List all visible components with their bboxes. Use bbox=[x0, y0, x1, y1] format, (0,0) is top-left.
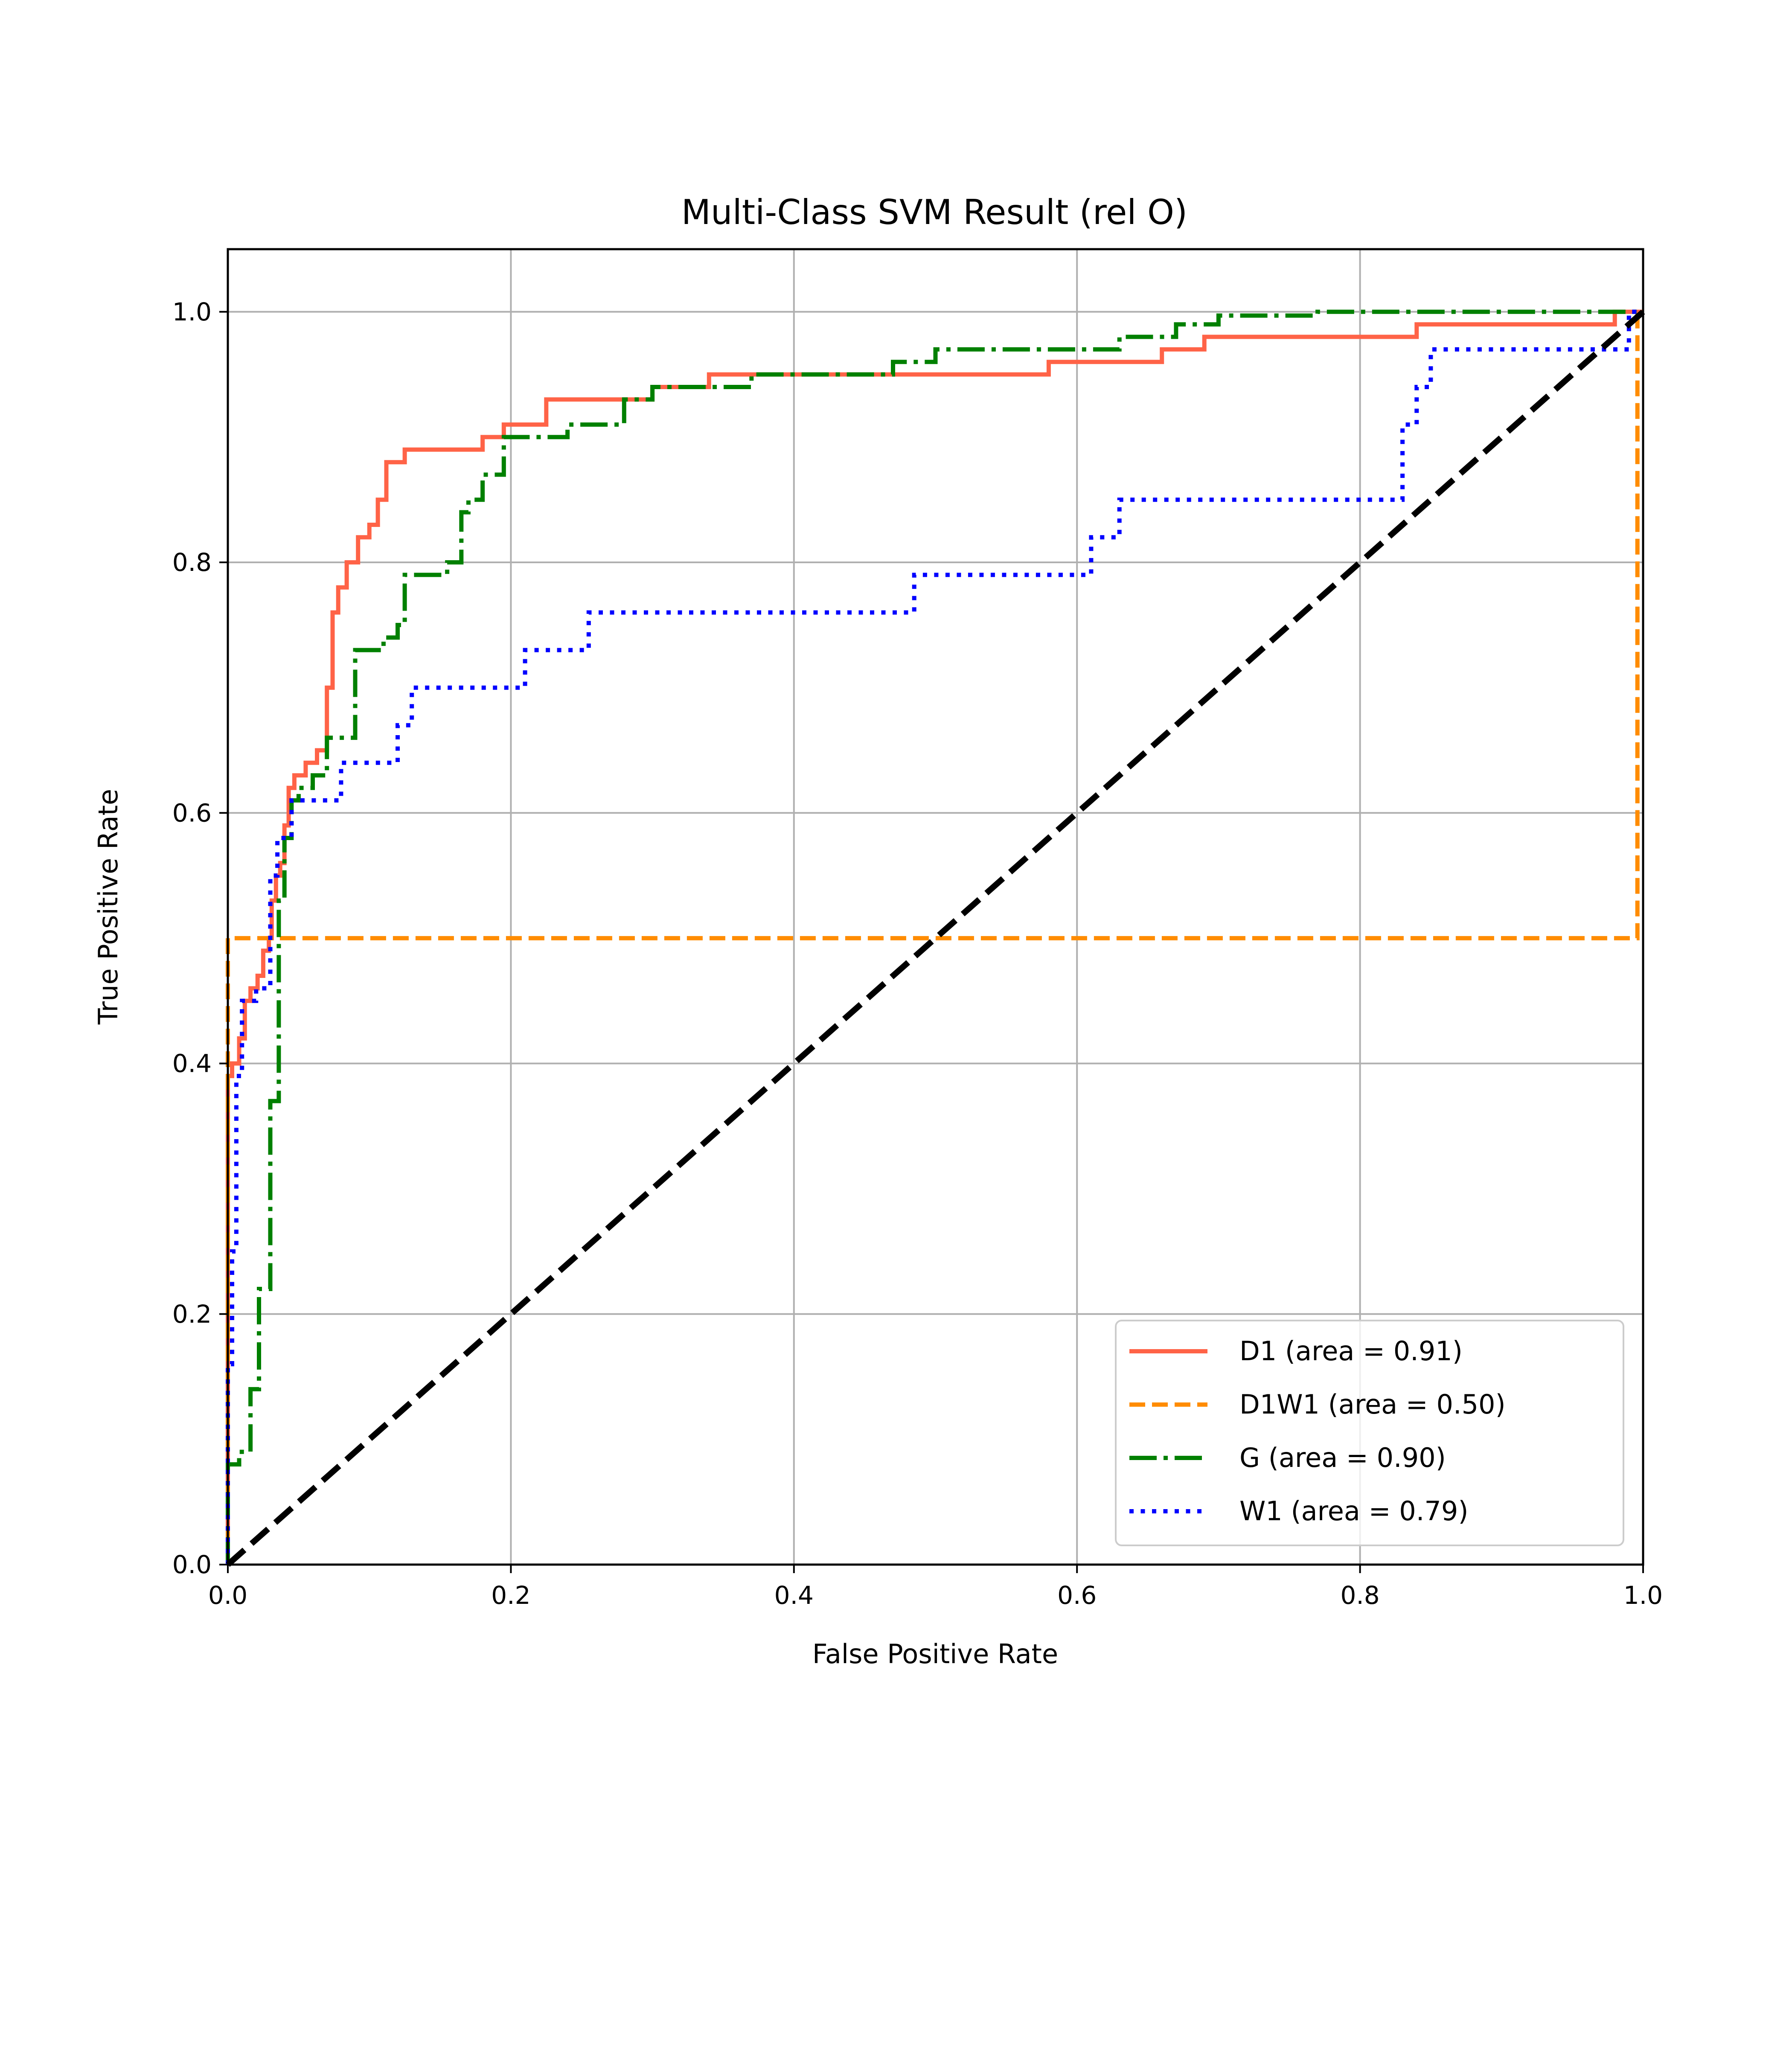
legend-label: G (area = 0.90) bbox=[1239, 1442, 1446, 1473]
y-tick-label: 0.6 bbox=[172, 798, 212, 827]
chart-title: Multi-Class SVM Result (rel O) bbox=[681, 192, 1187, 232]
series-line-2 bbox=[226, 309, 1643, 1565]
y-axis-label: True Positive Rate bbox=[93, 789, 124, 1025]
legend-box bbox=[1115, 1320, 1624, 1546]
x-tick-label: 0.0 bbox=[208, 1581, 247, 1610]
x-tick-label: 0.8 bbox=[1340, 1581, 1379, 1610]
y-tick-label: 0.2 bbox=[172, 1300, 212, 1329]
x-tick-label: 0.6 bbox=[1057, 1581, 1097, 1610]
series-line-0 bbox=[226, 309, 1643, 1565]
y-tick-label: 1.0 bbox=[172, 297, 212, 326]
legend-label: D1 (area = 0.91) bbox=[1239, 1335, 1463, 1367]
legend-label: D1W1 (area = 0.50) bbox=[1239, 1389, 1506, 1420]
x-axis-label: False Positive Rate bbox=[812, 1638, 1058, 1670]
axis-ticks: 0.0 0.2 0.4 0.6 0.8 1.0 0.0 0.2 0.4 0.6 0.8 1.0 bbox=[172, 297, 1663, 1610]
x-tick-label: 1.0 bbox=[1623, 1581, 1663, 1610]
plot-frame bbox=[227, 248, 1644, 1566]
y-tick-label: 0.0 bbox=[172, 1550, 212, 1579]
y-tick-label: 0.8 bbox=[172, 548, 212, 577]
x-tick-label: 0.2 bbox=[491, 1581, 530, 1610]
legend: D1 (area = 0.91) D1W1 (area = 0.50) G (are… bbox=[1115, 1320, 1624, 1546]
x-tick-label: 0.4 bbox=[774, 1581, 814, 1610]
y-tick-label: 0.4 bbox=[172, 1049, 212, 1078]
series-line-3 bbox=[226, 309, 1643, 1565]
legend-label: W1 (area = 0.79) bbox=[1239, 1495, 1469, 1527]
